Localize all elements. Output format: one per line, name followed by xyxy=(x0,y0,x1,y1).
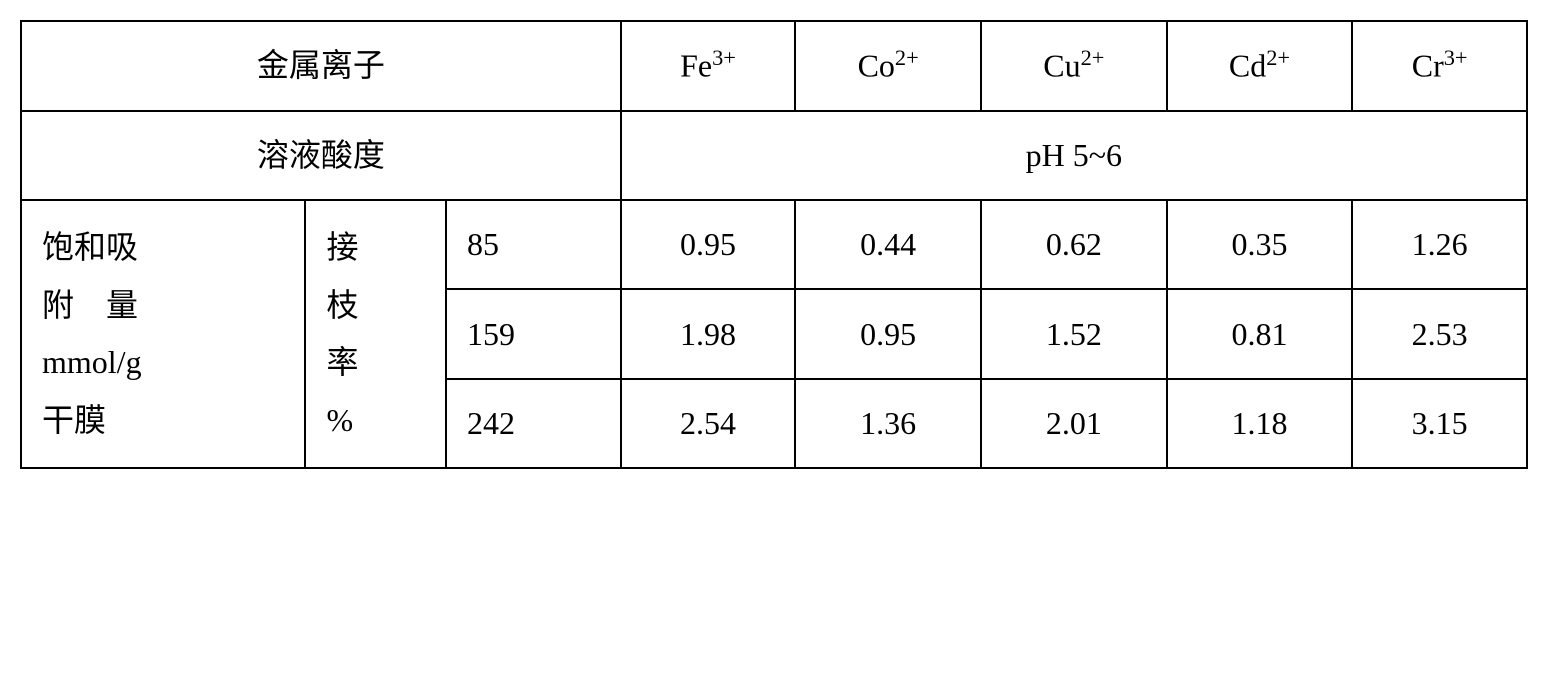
cell-r1-cr: 1.26 xyxy=(1352,200,1527,289)
ion-cd: Cd2+ xyxy=(1167,21,1353,111)
ion-cr: Cr3+ xyxy=(1352,21,1527,111)
cell-r3-fe: 2.54 xyxy=(621,379,796,468)
metal-ion-header: 金属离子 xyxy=(21,21,621,111)
ion-cu: Cu2+ xyxy=(981,21,1167,111)
adsorption-data-table: 金属离子 Fe3+ Co2+ Cu2+ Cd2+ Cr3+ 溶液酸度 pH 5~… xyxy=(20,20,1528,469)
cell-r2-co: 0.95 xyxy=(795,289,981,378)
graft-rate-2: 159 xyxy=(446,289,621,378)
cell-r2-cu: 1.52 xyxy=(981,289,1167,378)
cell-r3-co: 1.36 xyxy=(795,379,981,468)
graft-rate-1: 85 xyxy=(446,200,621,289)
cell-r1-cu: 0.62 xyxy=(981,200,1167,289)
cell-r1-co: 0.44 xyxy=(795,200,981,289)
ion-co: Co2+ xyxy=(795,21,981,111)
cell-r2-fe: 1.98 xyxy=(621,289,796,378)
data-row-1: 饱和吸 附 量 mmol/g 干膜 接 枝 率 % 85 0.95 0.44 0… xyxy=(21,200,1527,289)
ion-fe: Fe3+ xyxy=(621,21,796,111)
graft-rate-label: 接 枝 率 % xyxy=(305,200,446,468)
acidity-value: pH 5~6 xyxy=(621,111,1527,200)
cell-r2-cd: 0.81 xyxy=(1167,289,1353,378)
acidity-label: 溶液酸度 xyxy=(21,111,621,200)
cell-r3-cr: 3.15 xyxy=(1352,379,1527,468)
cell-r3-cu: 2.01 xyxy=(981,379,1167,468)
adsorption-label: 饱和吸 附 量 mmol/g 干膜 xyxy=(21,200,305,468)
acidity-row: 溶液酸度 pH 5~6 xyxy=(21,111,1527,200)
cell-r3-cd: 1.18 xyxy=(1167,379,1353,468)
cell-r1-cd: 0.35 xyxy=(1167,200,1353,289)
cell-r1-fe: 0.95 xyxy=(621,200,796,289)
graft-rate-3: 242 xyxy=(446,379,621,468)
header-row: 金属离子 Fe3+ Co2+ Cu2+ Cd2+ Cr3+ xyxy=(21,21,1527,111)
cell-r2-cr: 2.53 xyxy=(1352,289,1527,378)
